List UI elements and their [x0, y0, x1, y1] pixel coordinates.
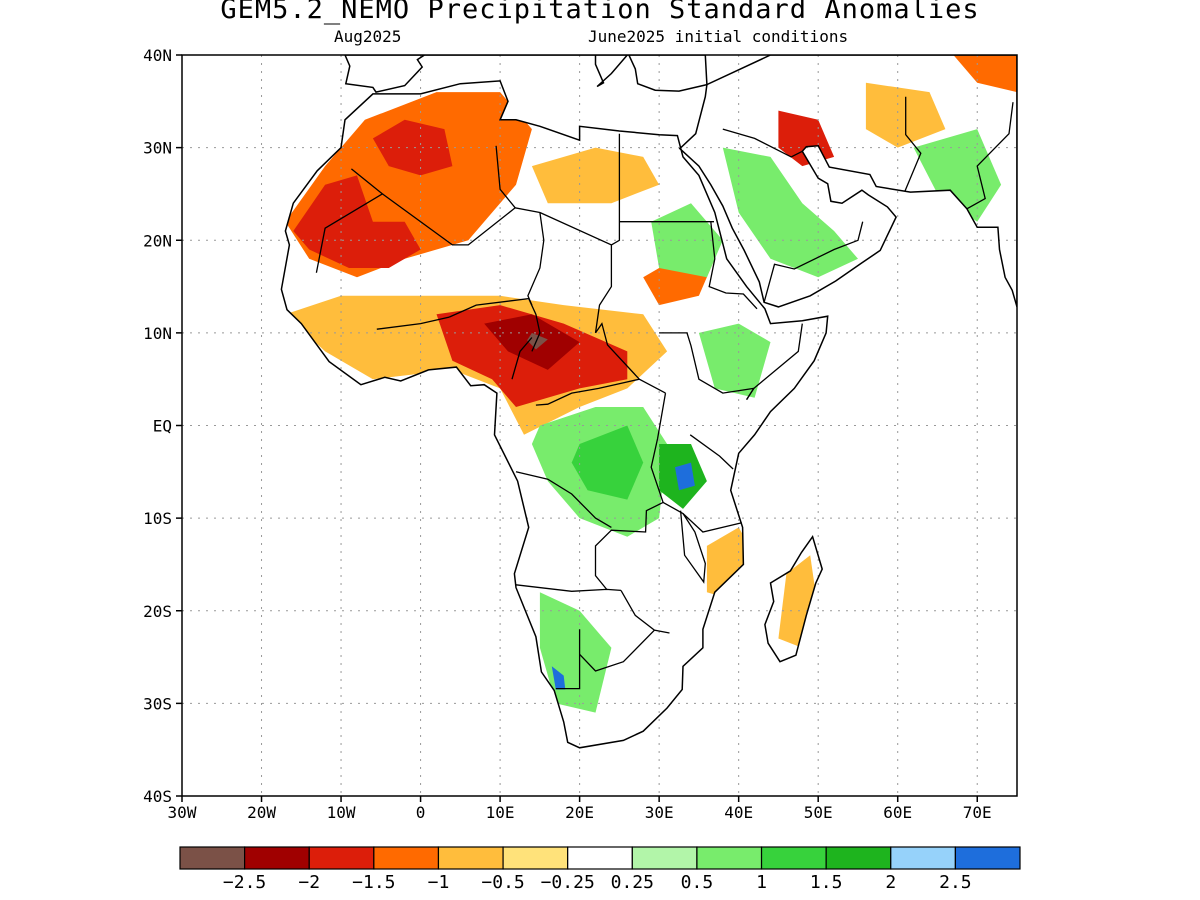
anomaly-region [531, 147, 660, 204]
anomaly-region [551, 666, 566, 690]
lon-label: 50E [804, 803, 833, 822]
country-border [722, 128, 803, 158]
country-border [689, 434, 734, 470]
country-border [594, 392, 667, 590]
country-border [515, 471, 612, 528]
country-border [579, 629, 655, 672]
colorbar-label: 1 [756, 872, 767, 893]
country-border [495, 145, 516, 209]
anomaly-region [722, 147, 858, 278]
lat-label: 30S [143, 694, 172, 713]
colorbar-label: −2.5 [223, 872, 266, 893]
anomaly-region [913, 129, 1002, 222]
lat-label: 40S [143, 787, 172, 806]
colorbar-label: 0.5 [681, 872, 714, 893]
colorbar-label: 2 [885, 872, 896, 893]
colorbar-label: 2.5 [939, 872, 972, 893]
colorbar-label: −2 [298, 872, 320, 893]
lon-label: 70E [963, 803, 992, 822]
colorbar-swatch [308, 846, 375, 870]
country-border [611, 133, 621, 246]
country-border [511, 337, 533, 380]
country-border [515, 584, 622, 592]
lon-label: 10E [486, 803, 515, 822]
country-border [679, 510, 706, 584]
colorbar-swatch [179, 846, 246, 870]
colorbar-swatch [696, 846, 763, 870]
anomaly-region [372, 119, 453, 176]
coastline [280, 80, 829, 749]
colorbar-swatch [825, 846, 892, 870]
longitude-labels: 30W 20W 10W 0 10E 20E 30E 40E 50E 60E 70E [168, 796, 992, 822]
country-border [746, 323, 803, 400]
colorbar-swatch [437, 846, 504, 870]
lon-label: 20E [565, 803, 594, 822]
country-border [539, 211, 613, 333]
anomaly-region [698, 323, 771, 398]
country-border [555, 629, 581, 690]
colorbar-label: −1 [428, 872, 450, 893]
colorbar-swatch [631, 846, 698, 870]
country-border [382, 193, 541, 246]
anomaly-region [953, 55, 1017, 93]
lon-label: 10W [327, 803, 356, 822]
lon-label: 20W [247, 803, 276, 822]
colorbar-label: 0.25 [611, 872, 654, 893]
lat-label: 30N [143, 139, 172, 158]
country-border [620, 590, 670, 634]
country-border [708, 221, 758, 310]
colorbar: −2.5 −2 −1.5 −1 −0.5 −0.25 0.25 0.5 1 1.5 2 2.5 [179, 846, 1021, 893]
colorbar-swatch [502, 846, 569, 870]
country-border [662, 501, 742, 533]
anomaly-region [675, 462, 695, 491]
colorbar-swatch [954, 846, 1021, 870]
lat-label: 10N [143, 324, 172, 343]
country-border [535, 378, 640, 406]
latitude-labels: 40N 30N 20N 10N EQ 10S 20S 30S 40S [143, 46, 182, 806]
country-border [763, 221, 864, 303]
lat-label: 40N [143, 46, 172, 65]
country-border [904, 96, 922, 192]
coastline [344, 55, 708, 93]
coastlines [280, 55, 1017, 749]
colorbar-swatch [890, 846, 956, 870]
lat-label: 10S [143, 509, 172, 528]
colorbar-swatch [567, 846, 633, 870]
colorbar-swatch [760, 846, 827, 870]
colorbar-label: 1.5 [810, 872, 843, 893]
map-title: GEM5.2_NEMO Precipitation Standard Anoma… [220, 0, 980, 25]
coastline [678, 55, 1017, 308]
anomaly-region [527, 332, 548, 350]
colorbar-label: −0.5 [481, 872, 524, 893]
country-border [594, 322, 666, 394]
lon-label: 0 [416, 803, 426, 822]
colorbar-label: −1.5 [352, 872, 395, 893]
coastline [764, 535, 823, 663]
country-border [376, 316, 450, 330]
lon-label: 30E [645, 803, 674, 822]
initial-conditions: June2025 initial conditions [588, 27, 849, 46]
lat-label: EQ [153, 417, 172, 436]
country-border [448, 297, 541, 352]
lon-label: 40E [724, 803, 753, 822]
forecast-month: Aug2025 [334, 27, 402, 46]
lat-label: 20S [143, 602, 172, 621]
colorbar-swatch [244, 846, 310, 870]
anomaly-region [571, 425, 644, 500]
colorbar-label: −0.25 [541, 872, 595, 893]
lon-label: 60E [883, 803, 912, 822]
lat-label: 20N [143, 231, 172, 250]
country-border [966, 102, 1014, 210]
lon-label: 30W [168, 803, 197, 822]
anomaly-region [293, 175, 421, 268]
colorbar-swatch [373, 846, 440, 870]
country-border [315, 168, 384, 273]
